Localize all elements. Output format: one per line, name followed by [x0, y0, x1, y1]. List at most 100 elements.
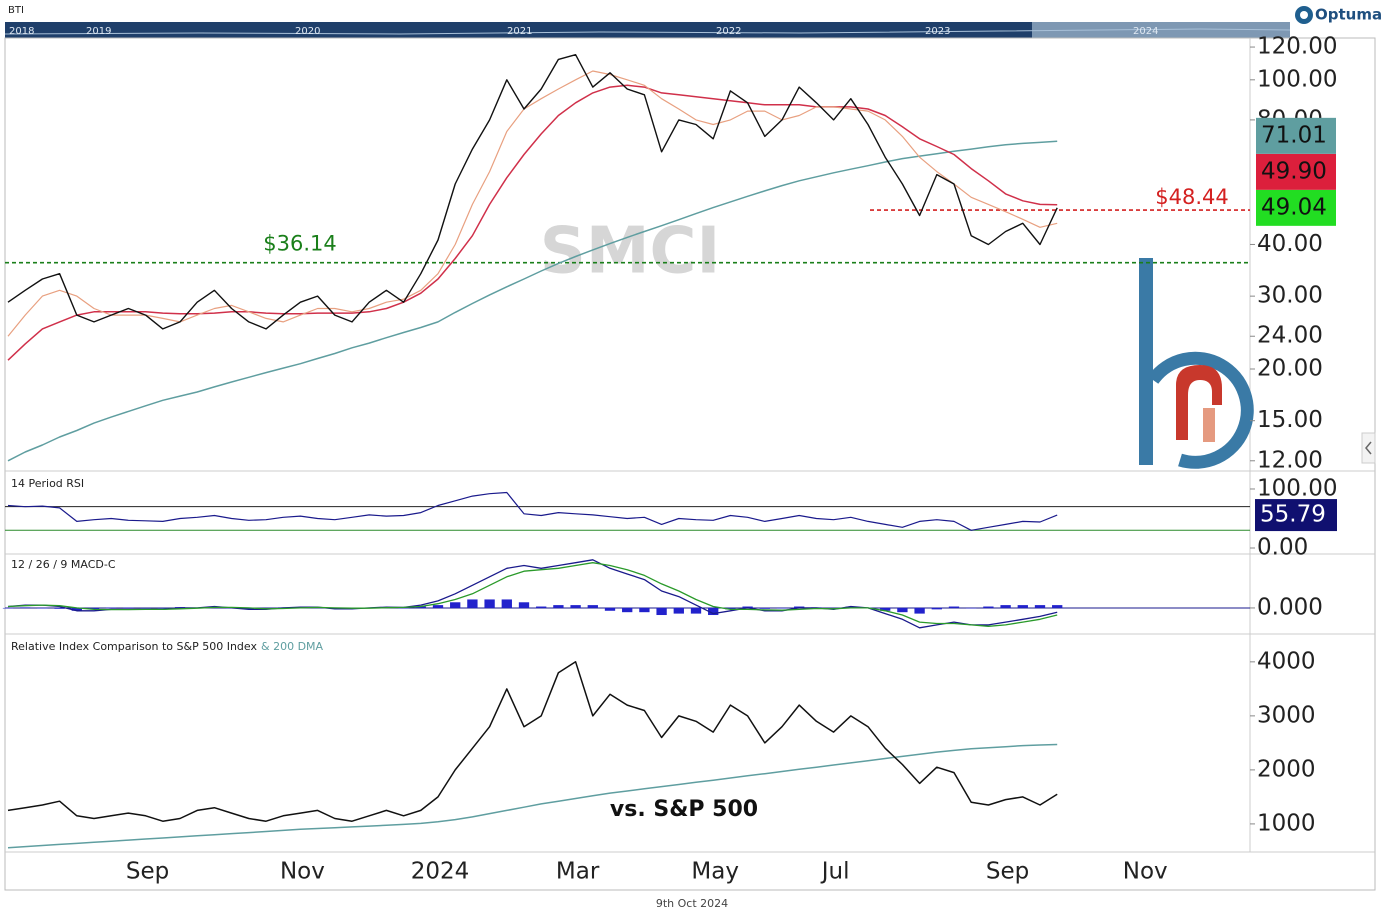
y-tick-label: 0.00: [1257, 534, 1308, 560]
panel-title: 12 / 26 / 9 MACD-C: [11, 558, 116, 571]
histogram-bar: [243, 607, 254, 610]
series-line: [7, 562, 1058, 627]
logo-stem: [1139, 258, 1153, 465]
histogram-bar: [2, 607, 14, 609]
x-tick-label: Nov: [1123, 859, 1168, 885]
brand-logo: Optuma: [1295, 6, 1381, 24]
navigator: 2018 2019 2020 2021 2022 2023 2024: [4, 22, 1291, 38]
x-tick-label: Sep: [126, 859, 169, 885]
logo-letter: [1176, 365, 1222, 440]
y-tick-label: 100.00: [1257, 66, 1337, 92]
histogram-bar: [415, 606, 426, 608]
histogram-bar: [897, 607, 908, 613]
series-line: [7, 140, 1058, 462]
histogram-bar: [88, 607, 100, 610]
histogram-bar: [106, 607, 117, 609]
x-tick-label: Nov: [280, 859, 325, 885]
y-tick-label: 12.00: [1257, 447, 1323, 473]
histogram-bar: [1034, 605, 1046, 608]
histogram-bar: [622, 607, 633, 613]
watermark-logo: [1139, 258, 1254, 469]
histogram-bar: [880, 607, 891, 611]
price-box: [1256, 153, 1336, 190]
navigator-window: [1032, 22, 1290, 38]
histogram-bar: [725, 607, 736, 610]
series-line: [7, 491, 1058, 531]
y-tick-label: 4000: [1257, 648, 1316, 674]
frame: [4, 37, 1376, 891]
histogram-bar: [656, 607, 667, 616]
y-tick-label: 24.00: [1257, 323, 1323, 349]
price-box-label: 71.01: [1261, 122, 1327, 148]
year-label: 2022: [716, 26, 741, 37]
year-label: 2023: [925, 26, 950, 37]
histogram-bar: [484, 599, 495, 608]
price-box-label: 49.04: [1261, 194, 1327, 220]
x-tick-label: 2024: [411, 859, 470, 885]
y-tick-label: 100.00: [1257, 475, 1337, 501]
y-tick-label: 0.000: [1257, 594, 1323, 620]
series-line: [7, 661, 1058, 822]
histogram-bar: [518, 602, 530, 608]
value-box: [1255, 499, 1337, 532]
histogram-bar: [983, 606, 994, 608]
histogram-bar: [1017, 605, 1028, 608]
year-label: 2018: [9, 26, 34, 37]
footer-date: 9th Oct 2024: [656, 897, 728, 910]
navigator-range: [5, 22, 1032, 38]
year-label: 2021: [507, 26, 532, 37]
y-tick-label: 1000: [1257, 810, 1316, 836]
price-box-label: 49.90: [1261, 158, 1327, 184]
histogram-bar: [708, 607, 719, 616]
histogram-bar: [432, 605, 444, 608]
histogram-bar: [71, 607, 82, 611]
histogram-bar: [501, 599, 512, 608]
price-box: [1256, 189, 1336, 226]
x-tick-label: Jul: [820, 859, 850, 885]
histogram-bar: [966, 607, 977, 609]
panel-title: Relative Index Comparison to S&P 500 Ind…: [11, 640, 257, 653]
level-label: $36.14: [263, 232, 336, 256]
panel-subtitle: & 200 DMA: [261, 640, 324, 653]
histogram-bar: [673, 607, 684, 614]
y-tick-label: 3000: [1257, 702, 1316, 728]
y-tick-label: 30.00: [1257, 283, 1323, 309]
histogram-bar: [398, 607, 409, 609]
year-label: 2024: [1133, 26, 1158, 37]
y-tick-label: 20.00: [1257, 355, 1323, 381]
histogram-bar: [467, 599, 478, 608]
series-line: [7, 743, 1058, 849]
histogram-bar: [123, 607, 134, 609]
histogram-bar: [553, 605, 564, 608]
y-tick-label: 120.00: [1257, 34, 1337, 60]
y-tick-label: 15.00: [1257, 407, 1323, 433]
logo-letter-foot: [1203, 408, 1215, 442]
histogram-bar: [794, 606, 805, 608]
histogram-bar: [450, 602, 461, 608]
histogram-bar: [931, 607, 942, 610]
series-line: [7, 54, 1058, 330]
histogram-bar: [54, 607, 65, 609]
value-box-label: 55.79: [1260, 502, 1326, 528]
scroll-button[interactable]: [1361, 432, 1376, 464]
logo-bowl: [1147, 351, 1254, 469]
histogram-bar: [776, 607, 788, 609]
series-line: [7, 70, 1058, 337]
histogram-bar: [140, 607, 151, 609]
y-tick-label: 2000: [1257, 756, 1316, 782]
scroll-arrow: [1365, 441, 1372, 455]
histogram-bar: [20, 607, 31, 608]
brand-icon-hole: [1300, 11, 1308, 19]
histogram-bar: [742, 606, 753, 608]
annotation: vs. S&P 500: [610, 797, 758, 822]
histogram-bar: [587, 605, 598, 608]
histogram-bar: [37, 607, 48, 609]
histogram-bar: [639, 607, 650, 613]
histogram-bar: [604, 607, 616, 611]
histogram-bar: [914, 607, 925, 614]
watermark-title: SMCI: [540, 215, 721, 289]
brand-name: Optuma: [1315, 6, 1381, 24]
series-line: [7, 84, 1058, 361]
histogram-bar: [570, 605, 581, 608]
